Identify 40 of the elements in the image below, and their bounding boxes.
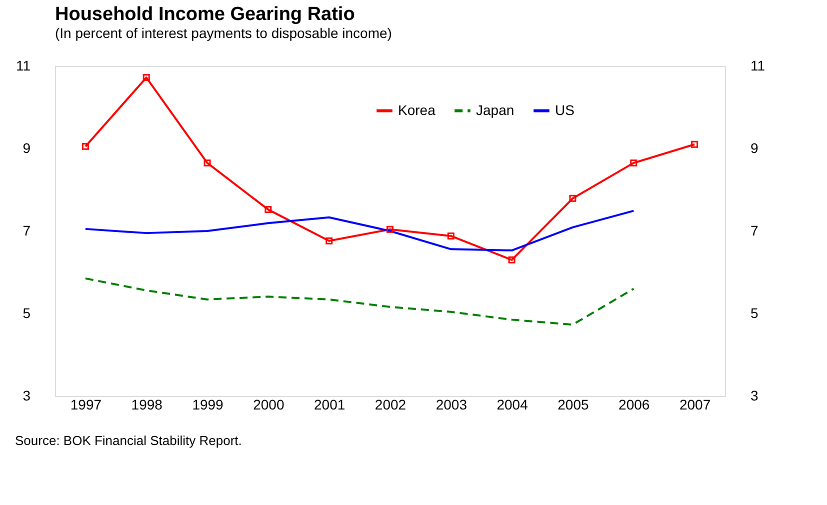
- point: [326, 237, 333, 244]
- point: [508, 256, 516, 264]
- legend-label: US: [555, 102, 574, 118]
- point: [142, 74, 150, 82]
- x-tick-label: 2001: [314, 396, 346, 412]
- x-tick-label: 2004: [496, 396, 528, 412]
- y-tick-label: 3: [22, 388, 31, 404]
- chart-subtitle: (In percent of interest payments to disposable income): [55, 25, 392, 41]
- point: [386, 226, 394, 233]
- y-tick-label: 5: [22, 305, 31, 321]
- x-tick-label: 1997: [70, 396, 102, 412]
- x-tick-label: 2002: [374, 396, 406, 412]
- y2-tick-label: 11: [750, 58, 766, 74]
- legend-label: Japan: [476, 102, 514, 118]
- y2-tick-label: 5: [750, 305, 758, 321]
- point: [82, 142, 89, 150]
- y2-tick-label: 3: [750, 388, 758, 404]
- y-tick-label: 11: [16, 58, 31, 74]
- y2-tick-label: 7: [750, 222, 758, 238]
- x-tick-label: 2007: [679, 396, 711, 412]
- legend-label: Korea: [398, 102, 436, 118]
- point: [264, 206, 272, 214]
- point: [204, 159, 211, 166]
- line-series: [84, 277, 635, 326]
- x-tick-label: 2005: [558, 396, 590, 412]
- x-tick-label: 1998: [131, 396, 163, 412]
- x-tick-label: 2006: [618, 396, 650, 412]
- x-tick-label: 1999: [192, 396, 224, 412]
- source-note: Source: BOK Financial Stability Report.: [15, 433, 242, 448]
- line-series: [84, 210, 635, 252]
- point: [569, 194, 576, 202]
- y-tick-label: 9: [22, 140, 31, 156]
- chart-title: Household Income Gearing Ratio: [55, 4, 355, 25]
- point: [447, 232, 454, 240]
- x-tick-label: 2000: [253, 396, 284, 412]
- y-tick-label: 7: [22, 222, 31, 238]
- point: [691, 140, 698, 148]
- point: [630, 159, 638, 166]
- x-tick-label: 2003: [436, 396, 468, 412]
- y2-tick-label: 9: [750, 140, 758, 156]
